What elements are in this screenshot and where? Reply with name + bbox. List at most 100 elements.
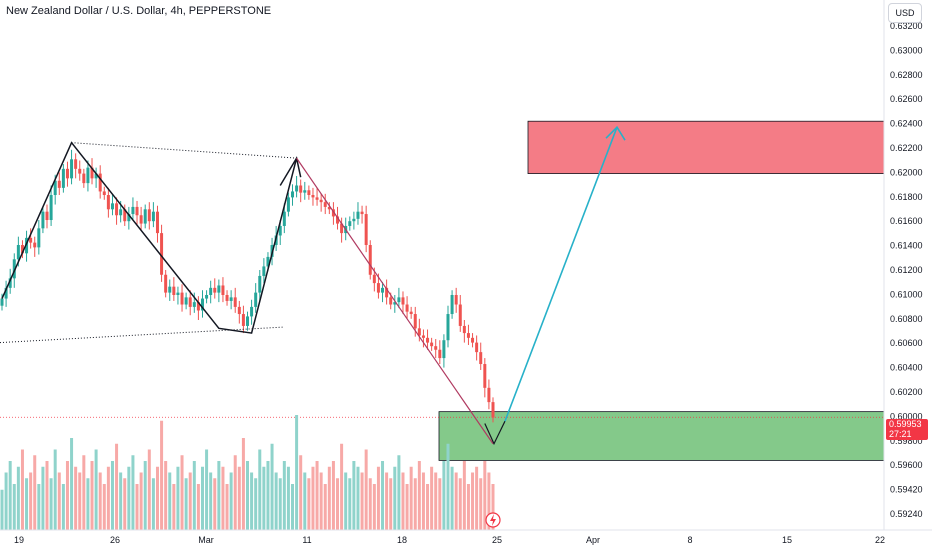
candle-body — [217, 285, 221, 293]
support-zone — [438, 411, 885, 461]
volume-bar — [160, 420, 164, 530]
volume-bar — [299, 455, 303, 530]
candle-body — [295, 185, 299, 192]
candle-body — [131, 206, 135, 215]
bottom-dotted-trendline — [0, 326, 283, 344]
candle-body — [37, 228, 41, 248]
volume-bar — [86, 478, 90, 530]
volume-bar — [233, 455, 237, 530]
candle-body — [278, 225, 282, 236]
volume-bar — [307, 478, 311, 530]
candle-body — [372, 274, 376, 284]
volume-bar — [397, 455, 401, 530]
candle-body — [127, 214, 131, 222]
volume-bar — [462, 461, 466, 530]
volume-bar — [426, 484, 430, 530]
candle-body — [319, 199, 323, 203]
candle-body — [8, 278, 12, 288]
volume-bar — [8, 461, 12, 530]
candle-body — [225, 294, 229, 301]
candle-body — [401, 297, 405, 305]
projection-arrow-line — [504, 126, 618, 422]
volume-bar — [164, 461, 168, 530]
candle-body — [4, 287, 8, 299]
time-axis[interactable]: 19 26 Mar 11 18 25 Apr 8 15 22 — [14, 535, 885, 545]
volume-bar — [262, 466, 266, 530]
candle-body — [168, 286, 172, 293]
price-tick-label: 0.62800 — [890, 70, 923, 80]
candle-body — [438, 349, 442, 359]
candle-body — [250, 306, 254, 317]
resistance-zone — [527, 120, 885, 174]
volume-bar — [229, 472, 233, 530]
candle-body — [389, 297, 393, 305]
volume-bar — [401, 472, 405, 530]
volume-bar — [49, 478, 53, 530]
volume-bar — [0, 489, 4, 530]
volume-bar — [323, 484, 327, 530]
price-tick-label: 0.60200 — [890, 387, 923, 397]
volume-bar — [147, 449, 151, 530]
volume-bar — [61, 484, 65, 530]
symbol-title[interactable]: New Zealand Dollar / U.S. Dollar, 4h, PE… — [6, 5, 272, 17]
candle-body — [311, 195, 315, 198]
candle-body — [139, 215, 143, 224]
volume-bar — [131, 455, 135, 530]
price-tick-label: 0.59420 — [890, 485, 923, 495]
price-tick-label: 0.61600 — [890, 216, 923, 226]
time-tick-label: 19 — [14, 535, 24, 545]
falling-wedge-line — [296, 157, 494, 445]
candle-body — [29, 237, 33, 243]
candle-body — [70, 159, 74, 179]
candle-body — [160, 233, 164, 275]
candle-body — [143, 209, 147, 224]
last-price-tag: 0.59953 27:21 — [886, 419, 928, 440]
volume-bar — [291, 484, 295, 530]
currency-button[interactable]: USD — [888, 3, 922, 23]
price-tick-label: 0.62400 — [890, 119, 923, 129]
candle-body — [110, 203, 114, 210]
volume-layer — [0, 415, 495, 530]
candle-body — [78, 168, 82, 174]
volume-bar — [376, 466, 380, 530]
volume-bar — [356, 466, 360, 530]
volume-bar — [33, 455, 37, 530]
candle-body — [192, 302, 196, 307]
volume-bar — [331, 461, 335, 530]
candle-body — [483, 364, 487, 388]
volume-bar — [274, 472, 278, 530]
time-tick-label: 18 — [397, 535, 407, 545]
candle-body — [356, 211, 360, 219]
candle-body — [434, 346, 438, 350]
price-tick-label: 0.59600 — [890, 460, 923, 470]
price-tick-label: 0.61400 — [890, 241, 923, 251]
candle-body — [49, 195, 53, 221]
candle-body — [200, 298, 204, 311]
candle-body — [299, 185, 303, 193]
candle-body — [209, 287, 213, 295]
volume-bar — [213, 478, 217, 530]
volume-bar — [143, 461, 147, 530]
candle-body — [61, 168, 65, 188]
volume-bar — [151, 478, 155, 530]
candle-body — [479, 352, 483, 365]
candle-body — [307, 190, 311, 196]
projection-arrow-head — [605, 125, 626, 141]
volume-bar — [393, 466, 397, 530]
wave-pattern-line — [1, 141, 298, 334]
volume-bar — [471, 472, 475, 530]
price-tick-label: 0.61200 — [890, 265, 923, 275]
volume-bar — [295, 415, 299, 530]
flash-icon[interactable] — [485, 512, 501, 528]
volume-bar — [209, 472, 213, 530]
candle-body — [393, 302, 397, 305]
candle-body — [155, 211, 159, 234]
volume-bar — [446, 443, 450, 530]
price-axis[interactable]: 0.63200 0.63000 0.62800 0.62600 0.62400 0.622… — [890, 21, 923, 519]
candle-body — [487, 387, 491, 403]
volume-bar — [70, 438, 74, 530]
volume-bar — [25, 478, 29, 530]
volume-bar — [196, 484, 200, 530]
candle-body — [364, 214, 368, 246]
